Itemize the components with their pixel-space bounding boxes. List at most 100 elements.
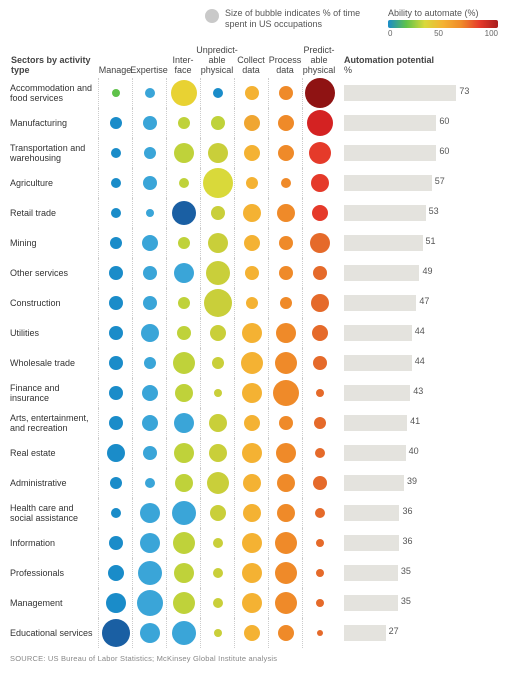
bubble-cell: [200, 378, 234, 408]
bubble: [110, 477, 122, 489]
header-sector: Sectors by activity type: [10, 44, 98, 78]
bubble: [206, 261, 230, 285]
bubble-cell: [98, 438, 132, 468]
bubble: [313, 476, 327, 490]
bubble: [173, 352, 195, 374]
bubble-cell: [98, 378, 132, 408]
bubble-cell: [302, 408, 336, 438]
row-label: Professionals: [10, 568, 98, 578]
bubble: [207, 472, 229, 494]
bubble: [140, 503, 160, 523]
bubble-cell: [200, 348, 234, 378]
row-label: Educational services: [10, 628, 98, 638]
bubble-cell: [200, 138, 234, 168]
bubble: [143, 116, 157, 130]
bubble: [212, 357, 224, 369]
bar-value: 40: [409, 446, 419, 456]
bubble-cell: [132, 288, 166, 318]
header-col: Collect data: [234, 44, 268, 78]
bubble: [204, 289, 232, 317]
bubble: [172, 201, 196, 225]
bar-cell: 40: [336, 438, 498, 468]
bubble: [178, 117, 190, 129]
bubble-cell: [132, 498, 166, 528]
bubble: [140, 623, 160, 643]
bubble: [203, 168, 233, 198]
bubble-cell: [268, 288, 302, 318]
bubble-cell: [302, 228, 336, 258]
bar-fill: [344, 265, 419, 281]
chart-container: Size of bubble indicates % of time spent…: [0, 0, 508, 667]
bubble: [245, 266, 259, 280]
bubble: [143, 296, 157, 310]
bubble-cell: [166, 168, 200, 198]
bubble: [273, 380, 299, 406]
bubble: [177, 326, 191, 340]
bubble-cell: [268, 138, 302, 168]
row-label: Finance and insurance: [10, 383, 98, 404]
bar-cell: 36: [336, 498, 498, 528]
row-label: Health care and social assistance: [10, 503, 98, 524]
bubble: [210, 325, 226, 341]
bar-cell: 53: [336, 198, 498, 228]
bubble-cell: [268, 618, 302, 648]
bubble: [211, 206, 225, 220]
bar-fill: [344, 505, 399, 521]
bubble: [211, 116, 225, 130]
bar-value: 73: [459, 86, 469, 96]
bar-cell: 36: [336, 528, 498, 558]
bubble: [106, 593, 126, 613]
bubble-cell: [302, 498, 336, 528]
bubble-cell: [268, 198, 302, 228]
bar-cell: 60: [336, 138, 498, 168]
bubble: [109, 266, 123, 280]
bubble: [312, 325, 328, 341]
bubble: [278, 145, 294, 161]
bubble-cell: [132, 258, 166, 288]
bubble-cell: [166, 228, 200, 258]
bubble-cell: [132, 228, 166, 258]
bar-fill: [344, 115, 436, 131]
bubble-cell: [166, 438, 200, 468]
bubble: [174, 443, 194, 463]
bar-fill: [344, 355, 412, 371]
bubble-cell: [302, 348, 336, 378]
bubble: [179, 178, 189, 188]
bubble-cell: [268, 78, 302, 108]
bubble-cell: [302, 288, 336, 318]
bubble-cell: [98, 558, 132, 588]
bubble: [278, 625, 294, 641]
bubble-cell: [200, 168, 234, 198]
bubble-cell: [98, 618, 132, 648]
bubble: [174, 563, 194, 583]
bubble: [102, 619, 130, 647]
header-col: Manage: [98, 44, 132, 78]
bubble-cell: [234, 108, 268, 138]
bubble: [142, 235, 158, 251]
bubble-cell: [200, 468, 234, 498]
bar-fill: [344, 235, 423, 251]
bar-value: 36: [402, 506, 412, 516]
bubble-cell: [132, 618, 166, 648]
bubble-cell: [268, 408, 302, 438]
bubble: [172, 621, 196, 645]
bubble-cell: [234, 528, 268, 558]
row-label: Administrative: [10, 478, 98, 488]
bubble: [243, 204, 261, 222]
bubble-cell: [166, 558, 200, 588]
bubble-cell: [132, 138, 166, 168]
bubble-cell: [98, 468, 132, 498]
bubble: [277, 504, 295, 522]
bubble: [275, 532, 297, 554]
bubble: [242, 383, 262, 403]
bubble: [111, 508, 121, 518]
bubble: [143, 446, 157, 460]
bubble: [108, 565, 124, 581]
bubble-cell: [234, 378, 268, 408]
bubble-cell: [98, 318, 132, 348]
bubble-cell: [302, 468, 336, 498]
bubble-cell: [166, 198, 200, 228]
bubble-cell: [200, 288, 234, 318]
bar-fill: [344, 325, 412, 341]
bubble: [311, 294, 329, 312]
